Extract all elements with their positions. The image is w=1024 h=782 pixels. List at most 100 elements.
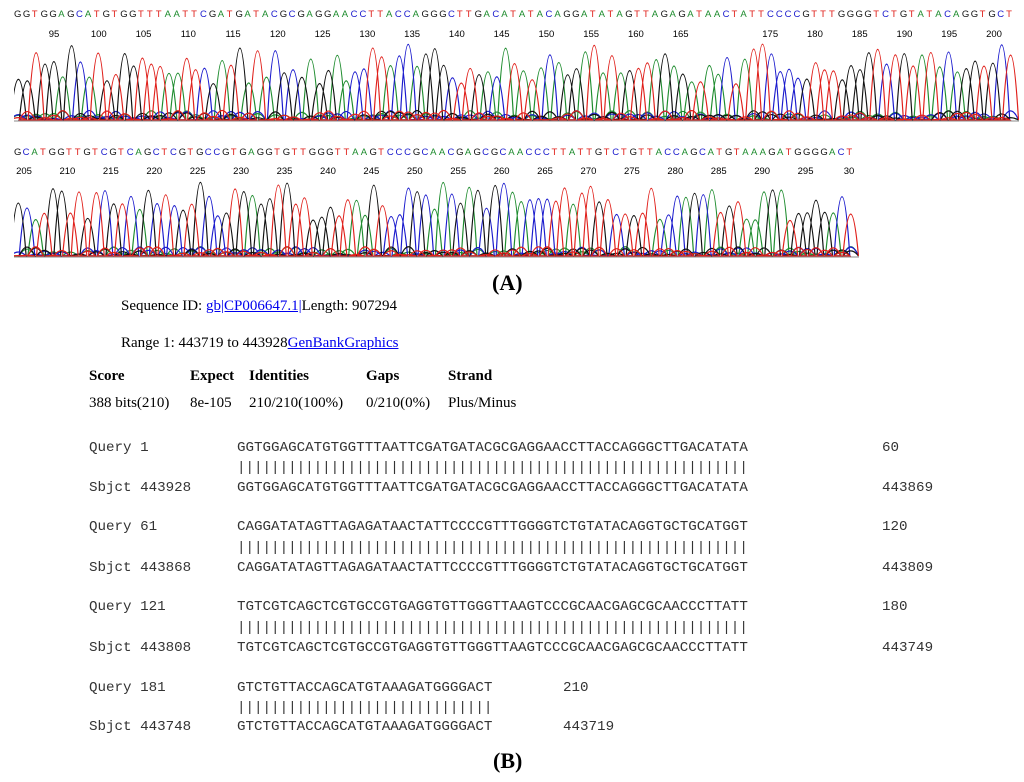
base-call: T [873, 9, 880, 20]
base-call: G [690, 147, 699, 158]
base-call: G [109, 147, 118, 158]
base-call: C [288, 9, 297, 20]
base-call: G [724, 147, 734, 158]
match-line: ||||||||||||||||||||||||||||||||||||||||… [237, 460, 748, 476]
base-call: C [492, 9, 501, 20]
match-line: ||||||||||||||||||||||||||||||||||||||||… [237, 620, 748, 636]
base-call: G [324, 9, 333, 20]
base-call: C [394, 9, 403, 20]
base-call: A [483, 9, 491, 20]
base-call: A [84, 9, 93, 20]
tick-label: 250 [406, 166, 423, 177]
base-call: A [352, 147, 360, 158]
panel-a-label: (A) [492, 270, 523, 295]
sbjct-label: Sbjct 443808 [89, 640, 192, 656]
base-call: A [742, 147, 750, 158]
base-call: T [811, 9, 818, 20]
query-sequence: CAGGATATAGTTAGAGATAACTATTCCCCGTTTGGGGTCT… [237, 519, 748, 535]
base-call: A [687, 9, 695, 20]
base-call: G [768, 147, 777, 158]
base-call: A [508, 147, 516, 158]
expect-header: Expect [190, 368, 235, 384]
base-call: G [474, 9, 483, 20]
base-call: T [226, 9, 234, 20]
base-call: G [412, 147, 422, 158]
base-call: G [802, 9, 811, 20]
base-call: T [93, 9, 101, 20]
base-call: T [161, 147, 169, 158]
sequence-id-link[interactable]: gb|CP006647.1| [205, 298, 302, 314]
base-call: T [138, 9, 145, 20]
base-call: G [196, 147, 205, 158]
base-call: A [568, 147, 577, 158]
base-call: G [473, 147, 482, 158]
base-call: G [178, 147, 188, 158]
base-call: C [152, 147, 161, 158]
base-call: G [83, 147, 92, 158]
base-call: C [542, 147, 551, 158]
base-call: C [612, 147, 620, 158]
base-call: C [997, 9, 1006, 20]
base-call: G [222, 147, 231, 158]
base-call: A [58, 9, 66, 20]
base-call: C [76, 9, 84, 20]
base-call: C [882, 9, 890, 20]
base-call: C [698, 147, 707, 158]
base-call: T [846, 147, 854, 158]
base-call: T [31, 9, 39, 20]
base-call: C [100, 147, 109, 158]
base-call: C [359, 9, 368, 20]
base-call: C [404, 147, 412, 158]
sbjct-label: Sbjct 443748 [89, 719, 192, 735]
tick-label: 265 [537, 166, 553, 177]
base-call: T [1006, 9, 1013, 20]
base-call: A [332, 9, 341, 20]
match-line: |||||||||||||||||||||||||||||| [237, 700, 493, 716]
query-end: 180 [882, 599, 908, 615]
tick-label: 240 [320, 166, 336, 177]
base-call: C [482, 147, 490, 158]
base-call: T [230, 147, 238, 158]
range-line: Range 1: 443719 to 443928GenBankGraphics [121, 335, 398, 352]
base-call: G [297, 9, 306, 20]
base-call: T [456, 9, 464, 20]
base-call: G [439, 9, 448, 20]
sbjct-label: Sbjct 443868 [89, 560, 192, 576]
base-call: T [634, 9, 641, 20]
sbjct-sequence: GTCTGTTACCAGCATGTAAAGATGGGGACT [237, 719, 493, 735]
base-call: G [48, 147, 57, 158]
query-sequence: TGTCGTCAGCTCGTGCCGTGAGGTGTTGGGTTAAGTCCCG… [237, 599, 748, 615]
tick-label: 180 [807, 29, 823, 40]
base-call: G [820, 147, 829, 158]
tick-label: 205 [16, 166, 32, 177]
match-line: ||||||||||||||||||||||||||||||||||||||||… [237, 540, 748, 556]
base-call: A [412, 9, 420, 20]
base-call: T [146, 9, 154, 20]
base-call: A [262, 9, 270, 20]
base-call: T [191, 9, 198, 20]
base-call: C [395, 147, 404, 158]
score-header: Score [89, 368, 125, 384]
sbjct-label: Sbjct 443928 [89, 480, 192, 496]
base-call: T [785, 147, 793, 158]
base-call: T [253, 9, 260, 20]
base-call: G [239, 147, 248, 158]
genbank-link[interactable]: GenBank [287, 335, 345, 351]
base-call: T [696, 9, 703, 20]
base-call: C [766, 9, 775, 20]
tick-label: 295 [797, 166, 814, 177]
base-call: G [144, 147, 153, 158]
tick-label: 260 [493, 166, 510, 177]
tick-label: 110 [180, 29, 196, 40]
base-call: A [952, 9, 961, 20]
base-call: A [707, 147, 715, 158]
base-call: T [749, 9, 756, 20]
sbjct-end: 443809 [882, 560, 934, 576]
tick-label: 280 [667, 166, 684, 177]
base-call: G [40, 9, 49, 20]
identities-value: 210/210(100%) [249, 395, 344, 411]
base-call: C [22, 147, 31, 158]
graphics-link[interactable]: Graphics [344, 335, 399, 351]
base-call: T [731, 9, 739, 20]
